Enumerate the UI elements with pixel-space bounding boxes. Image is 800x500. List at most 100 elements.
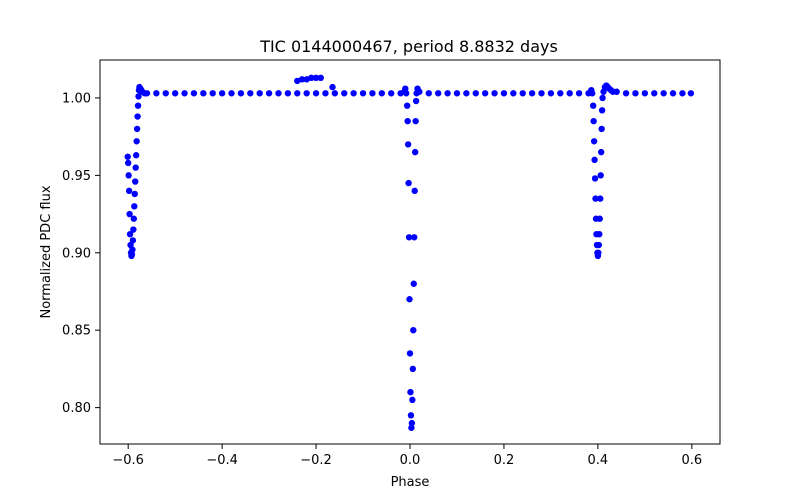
data-point (171, 90, 179, 97)
y-tick-label: 0.95 (62, 169, 91, 184)
x-tick-label: 0.6 (681, 453, 702, 468)
data-point (369, 90, 376, 97)
data-point (411, 187, 418, 195)
data-point (597, 195, 604, 202)
data-point (153, 90, 160, 97)
data-point (135, 93, 142, 100)
data-point (129, 237, 137, 244)
data-point (453, 90, 461, 97)
data-point (591, 156, 598, 164)
data-point (403, 90, 410, 97)
data-point (133, 125, 141, 133)
y-axis-label: Normalized PDC flux (39, 185, 54, 318)
data-point (590, 117, 597, 125)
data-point (132, 178, 139, 185)
data-point (598, 107, 606, 114)
y-tick-label: 0.85 (62, 324, 91, 339)
data-point (651, 90, 658, 97)
data-point (599, 94, 606, 102)
data-point (481, 90, 489, 97)
data-point (128, 251, 136, 258)
data-point (416, 88, 423, 95)
data-point (130, 226, 137, 233)
data-point (378, 90, 386, 97)
data-point (134, 113, 141, 120)
data-point (228, 90, 235, 97)
plot-frame (99, 59, 721, 445)
data-point (408, 419, 416, 427)
y-axis: 0.80 0.85 0.90 0.95 1.00 (62, 91, 100, 416)
y-tick-label: 0.80 (62, 401, 91, 416)
x-tick-label: 0.0 (400, 453, 421, 468)
x-tick-label: −0.6 (112, 453, 144, 468)
data-point (218, 90, 226, 97)
data-point (181, 90, 188, 97)
data-point (403, 102, 411, 109)
data-point (425, 90, 432, 97)
x-tick-label: −0.2 (300, 453, 332, 468)
data-point (404, 117, 411, 125)
data-point (660, 90, 667, 97)
data-point (200, 90, 207, 97)
data-point (557, 90, 564, 97)
data-point (406, 296, 413, 303)
data-point (592, 195, 599, 202)
data-point (591, 175, 599, 182)
data-point (132, 164, 139, 171)
data-point (247, 90, 254, 97)
data-point (408, 424, 415, 431)
data-point (589, 90, 596, 97)
data-point (622, 90, 630, 97)
x-tick-label: −0.4 (206, 453, 238, 468)
data-point (341, 90, 348, 97)
data-point (597, 172, 604, 179)
data-point (322, 90, 329, 97)
data-point (312, 74, 320, 82)
data-point (528, 90, 536, 97)
data-point (284, 90, 292, 97)
data-point (410, 326, 417, 334)
data-point (129, 246, 136, 253)
data-point (411, 234, 418, 241)
data-point (500, 90, 508, 97)
data-point (669, 90, 677, 97)
data-point (596, 215, 603, 222)
data-point (641, 90, 649, 97)
data-point (405, 179, 412, 187)
data-point (190, 90, 198, 97)
data-point (472, 90, 479, 97)
data-point (303, 90, 310, 97)
data-point (679, 90, 686, 97)
data-point (162, 90, 169, 97)
data-point (131, 190, 138, 198)
data-point (133, 138, 140, 145)
data-point (126, 210, 133, 218)
data-point (308, 74, 315, 82)
data-point (134, 102, 142, 109)
data-point (256, 90, 263, 97)
data-point (143, 90, 151, 97)
data-point (510, 90, 517, 97)
data-point (590, 138, 598, 145)
data-point (409, 396, 416, 404)
data-point (298, 76, 306, 83)
data-point (595, 241, 603, 249)
data-point (405, 234, 413, 241)
data-point (125, 187, 133, 195)
data-point (597, 148, 605, 156)
data-point (410, 280, 417, 287)
data-point (547, 90, 555, 97)
data-point (598, 125, 605, 133)
data-point (404, 141, 412, 148)
data-point (350, 90, 357, 97)
data-point (687, 90, 695, 97)
data-point (388, 90, 395, 97)
data-point (131, 203, 138, 210)
data-point (575, 90, 583, 97)
chart-title: TIC 0144000467, period 8.8832 days (259, 37, 558, 56)
data-point (294, 90, 301, 97)
data-point (130, 215, 138, 222)
x-axis: −0.6 −0.4 −0.2 0.0 0.2 0.4 0.6 (112, 444, 702, 468)
y-tick-label: 1.00 (62, 91, 91, 106)
data-point (265, 90, 273, 97)
